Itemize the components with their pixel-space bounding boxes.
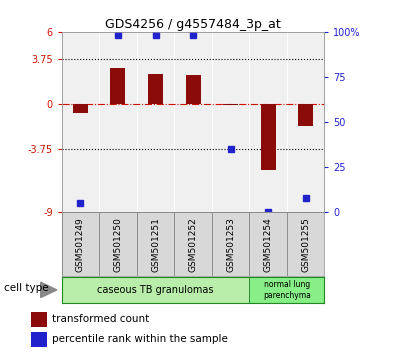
Text: normal lung
parenchyma: normal lung parenchyma xyxy=(263,280,311,300)
Bar xyxy=(148,74,163,104)
Text: caseous TB granulomas: caseous TB granulomas xyxy=(97,285,214,295)
Bar xyxy=(249,277,324,303)
Bar xyxy=(62,277,249,303)
Text: GSM501253: GSM501253 xyxy=(226,217,235,272)
Bar xyxy=(137,212,174,276)
Bar xyxy=(111,68,125,104)
Bar xyxy=(31,312,47,327)
Polygon shape xyxy=(41,282,57,298)
Bar xyxy=(99,212,137,276)
Text: cell type: cell type xyxy=(4,283,49,293)
Title: GDS4256 / g4557484_3p_at: GDS4256 / g4557484_3p_at xyxy=(105,18,281,31)
Text: GSM501252: GSM501252 xyxy=(189,217,197,272)
Bar xyxy=(261,104,275,170)
Bar xyxy=(249,212,287,276)
Bar xyxy=(31,332,47,347)
Bar xyxy=(73,104,88,113)
Text: percentile rank within the sample: percentile rank within the sample xyxy=(53,335,228,344)
Bar xyxy=(62,212,99,276)
Text: GSM501255: GSM501255 xyxy=(301,217,310,272)
Bar xyxy=(223,104,238,105)
Bar xyxy=(298,104,313,126)
Bar xyxy=(212,212,249,276)
Text: GSM501249: GSM501249 xyxy=(76,217,85,272)
Text: GSM501254: GSM501254 xyxy=(263,217,273,272)
Text: GSM501250: GSM501250 xyxy=(113,217,123,272)
Text: GSM501251: GSM501251 xyxy=(151,217,160,272)
Text: transformed count: transformed count xyxy=(53,314,150,325)
Bar xyxy=(287,212,324,276)
Bar xyxy=(185,75,201,104)
Bar xyxy=(174,212,212,276)
